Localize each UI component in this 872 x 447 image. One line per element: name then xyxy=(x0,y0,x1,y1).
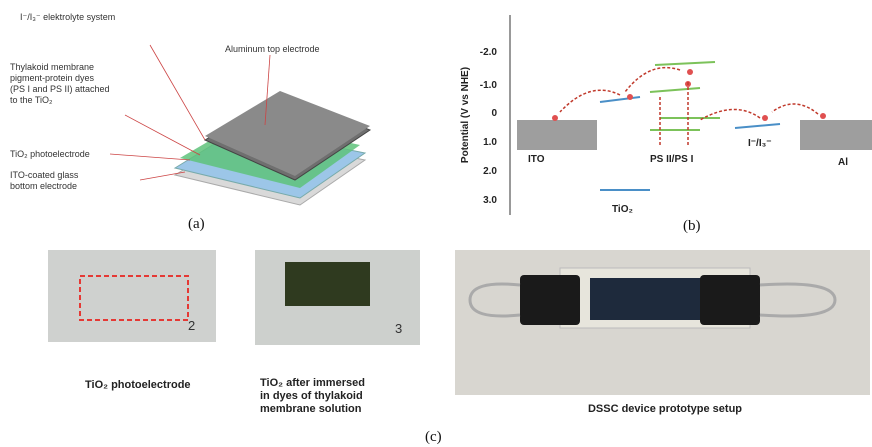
photo-caption: in dyes of thylakoid xyxy=(260,390,363,402)
tick-label: 3.0 xyxy=(483,195,497,206)
dye-area xyxy=(285,262,370,306)
handwriting: 3 xyxy=(395,321,402,336)
photo-caption: membrane solution xyxy=(260,403,362,415)
tick-label: 0 xyxy=(491,108,497,119)
tick-label: 1.0 xyxy=(483,137,497,148)
label: PS II/PS I xyxy=(650,154,694,165)
energy-diagram xyxy=(510,15,872,215)
label: (PS I and PS II) attached xyxy=(10,84,110,94)
photo-caption: TiO₂ photoelectrode xyxy=(85,379,191,391)
photo-caption: TiO₂ after immersed xyxy=(260,377,365,389)
label: ITO xyxy=(528,154,545,165)
caption: (b) xyxy=(683,218,701,234)
tick-label: -2.0 xyxy=(480,47,498,58)
figure: I⁻/I₃⁻ elektrolyte system Aluminum top e… xyxy=(0,0,872,447)
caption: (a) xyxy=(188,216,205,232)
handwriting: 2 xyxy=(188,318,195,333)
caption: (c) xyxy=(425,429,442,445)
label: TiO₂ photoelectrode xyxy=(10,149,90,159)
label: Thylakoid membrane xyxy=(10,62,94,72)
label: I⁻/I₃⁻ xyxy=(748,138,772,149)
label: ITO-coated glass xyxy=(10,170,79,180)
label: Al xyxy=(838,157,848,168)
photo-caption: DSSC device prototype setup xyxy=(588,403,742,415)
label: Aluminum top electrode xyxy=(225,44,320,54)
label: pigment-protein dyes xyxy=(10,73,95,83)
tick-label: -1.0 xyxy=(480,80,498,91)
label: to the TiO₂ xyxy=(10,95,53,105)
axis-label: Potential (V vs NHE) xyxy=(460,67,471,163)
tick-label: 2.0 xyxy=(483,166,497,177)
label: TiO₂ xyxy=(612,204,633,215)
device-illustration xyxy=(110,45,370,205)
label: bottom electrode xyxy=(10,181,77,191)
label: I⁻/I₃⁻ elektrolyte system xyxy=(20,12,115,22)
